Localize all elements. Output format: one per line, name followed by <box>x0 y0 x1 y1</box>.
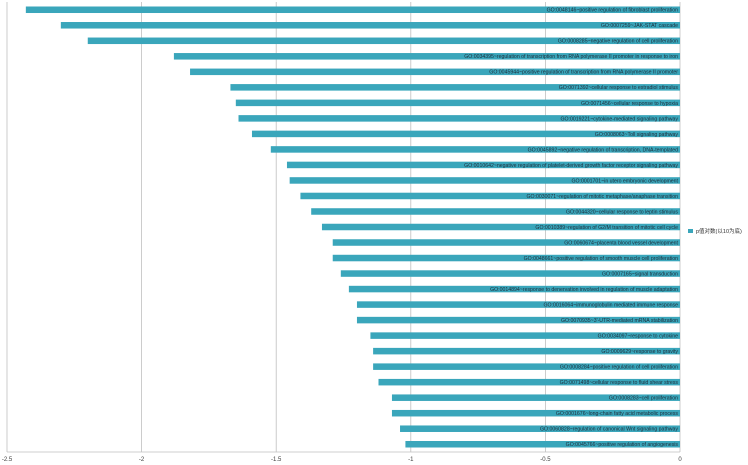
category-label: GO:0070935~3'-UTR-mediated mRNA stabiliz… <box>561 318 678 324</box>
bar <box>173 53 681 60</box>
bar <box>286 161 680 169</box>
category-label: GO:0030071~regulation of mitotic metapha… <box>526 194 678 200</box>
category-label: GO:0008285~negative regulation of cell p… <box>558 39 678 45</box>
bar <box>230 84 680 91</box>
category-label: GO:0009629~response to gravity <box>601 349 678 355</box>
category-label: GO:0060828~regulation of canonical Wnt s… <box>540 427 678 433</box>
bar <box>356 316 680 324</box>
category-label: GO:0001676~long-chain fatty acid metabol… <box>556 411 679 417</box>
category-label: GO:0007165~signal transduction <box>602 271 678 277</box>
x-tick-label: -2 <box>139 457 145 463</box>
bar <box>300 192 680 200</box>
category-label: GO:0019221~cytokine-mediated signaling p… <box>560 116 678 122</box>
bar <box>348 285 680 293</box>
bar <box>238 115 680 122</box>
category-label: GO:0048661~positive regulation of smooth… <box>524 256 679 262</box>
category-label: GO:0016064~immunoglobulin mediated immun… <box>543 302 678 308</box>
category-label: GO:0045944~positive regulation of transc… <box>489 70 678 76</box>
category-label: GO:0008284~positive regulation of cell p… <box>560 365 678 371</box>
category-label: GO:0001701~in utero embryonic developmen… <box>571 178 678 184</box>
x-axis: -2.5 -2 -1.5 -1 -0.5 0 <box>2 451 682 463</box>
category-label: GO:0048146~positive regulation of fibrob… <box>547 8 678 14</box>
bar <box>391 409 680 417</box>
x-tick-label: 0 <box>678 457 682 463</box>
bar <box>190 68 680 76</box>
x-tick-label: -0.5 <box>540 457 551 463</box>
bar <box>400 425 680 432</box>
bar <box>340 270 680 277</box>
bar <box>378 378 680 386</box>
bar <box>251 130 681 138</box>
bar <box>373 363 680 370</box>
bar <box>25 6 681 14</box>
category-label: GO:0034097~response to cytokine <box>598 334 678 340</box>
legend-swatch <box>688 229 693 233</box>
bar <box>332 239 680 246</box>
category-label: GO:0008283~cell proliferation <box>609 396 678 402</box>
bar <box>405 440 680 448</box>
bar <box>373 347 680 355</box>
bar <box>391 394 680 401</box>
category-label: GO:0071498~cellular response to fluid sh… <box>560 380 679 386</box>
legend: p值对数(以10为底) <box>688 227 742 235</box>
bar <box>311 208 680 215</box>
category-label: GO:0034395~regulation of transcription f… <box>464 54 678 60</box>
bar <box>289 177 680 184</box>
bar <box>370 332 680 339</box>
category-label: GO:0010389~regulation of G2/M transition… <box>535 225 678 231</box>
category-label: GO:0014894~response to denervation invol… <box>490 287 678 293</box>
bar <box>356 301 680 308</box>
x-tick-label: -1 <box>408 457 414 463</box>
category-label: GO:0008063~Toll signaling pathway <box>595 132 679 138</box>
category-label: GO:0071392~cellular response to estradio… <box>559 85 679 91</box>
category-label: GO:0071456~cellular response to hypoxia <box>581 101 678 107</box>
category-label: GO:0060674~placenta blood vessel develop… <box>564 240 678 246</box>
category-label: GO:0007259~JAK-STAT cascade <box>601 23 678 29</box>
x-tick-label: -2.5 <box>2 457 13 463</box>
category-label: GO:0044320~cellular response to leptin s… <box>566 209 678 215</box>
bars: GO:0048146~positive regulation of fibrob… <box>25 6 681 448</box>
bar <box>321 223 680 231</box>
bar <box>87 37 680 45</box>
legend-label: p值对数(以10为底) <box>696 227 742 235</box>
bar <box>332 254 680 262</box>
category-label: GO:0045892~negative regulation of transc… <box>528 147 678 153</box>
bar <box>235 99 680 107</box>
bar <box>60 22 680 29</box>
x-tick-label: -1.5 <box>271 457 282 463</box>
category-label: GO:0045766~positive regulation of angiog… <box>566 442 679 448</box>
category-label: GO:0010642~negative regulation of platel… <box>464 163 678 169</box>
bar <box>270 146 680 153</box>
